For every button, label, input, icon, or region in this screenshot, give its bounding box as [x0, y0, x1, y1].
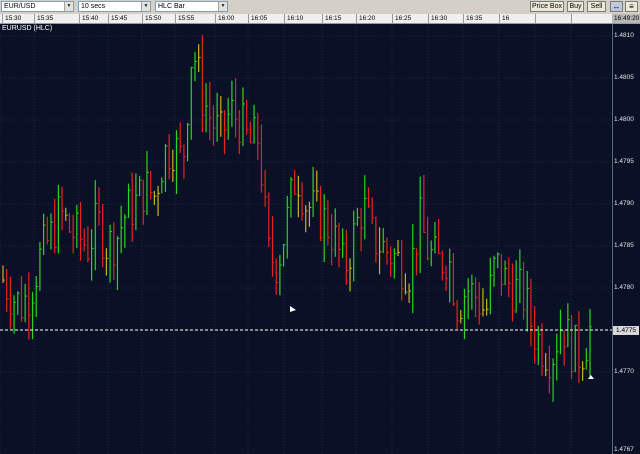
symbol-value: EUR/USD: [4, 3, 36, 10]
time-tick: 15:35: [34, 14, 53, 23]
price-tick: 1.4805: [614, 74, 634, 81]
chart-type-select[interactable]: HLC Bar ▼: [155, 1, 228, 12]
time-tick: [571, 14, 574, 23]
price-chart[interactable]: [0, 24, 640, 454]
price-tick: 1.4790: [614, 200, 634, 207]
time-tick: 16:35: [463, 14, 482, 23]
price-tick: 1.4770: [614, 368, 634, 375]
chevron-down-icon[interactable]: ▼: [141, 2, 150, 11]
price-tick: 1.4780: [614, 284, 634, 291]
symbol-select[interactable]: EUR/USD ▼: [1, 1, 74, 12]
time-tick: 15:50: [142, 14, 161, 23]
time-tick: 16:05: [248, 14, 267, 23]
price-tick: 1.4795: [614, 158, 634, 165]
time-axis: 15:30 15:35 15:40 15:45 15:50 15:55 16:0…: [0, 14, 640, 24]
time-tick: 15:55: [175, 14, 194, 23]
chevron-down-icon[interactable]: ▼: [64, 2, 73, 11]
last-price-label: 1.4775: [613, 325, 639, 335]
time-tick: 16:25: [392, 14, 411, 23]
arrow-icon[interactable]: ↔: [610, 1, 623, 12]
time-tick: [535, 14, 538, 23]
time-tick: 15:45: [108, 14, 127, 23]
time-tick: 16:00: [215, 14, 234, 23]
interval-value: 10 secs: [81, 3, 106, 10]
time-tick: 16: [499, 14, 509, 23]
time-tick: 16:30: [428, 14, 447, 23]
time-tick: 15:40: [79, 14, 98, 23]
price-box-button[interactable]: Price Box: [530, 1, 564, 12]
price-tick: 1.4810: [614, 32, 634, 39]
trade-marker-icon: [290, 306, 296, 312]
chart-background: [0, 24, 612, 454]
options-icon[interactable]: ≡: [625, 1, 638, 12]
time-tick: 15:30: [2, 14, 21, 23]
price-axis: [612, 24, 640, 454]
time-tick: 16:20: [356, 14, 375, 23]
chart-type-value: HLC Bar: [158, 3, 185, 10]
chart-title: EURUSD (HLC): [2, 25, 53, 32]
interval-select[interactable]: 10 secs ▼: [78, 1, 151, 12]
sell-button[interactable]: Sell: [587, 1, 606, 12]
last-price-marker-icon: [588, 375, 594, 379]
price-tick: 1.4767: [614, 446, 634, 453]
time-tick: 16:10: [284, 14, 303, 23]
time-tick: 16:15: [322, 14, 341, 23]
price-tick: 1.4785: [614, 242, 634, 249]
price-tick: 1.4800: [614, 116, 634, 123]
current-time-tick: 16:49:20: [612, 14, 640, 23]
chart-toolbar: EUR/USD ▼ 10 secs ▼ HLC Bar ▼ Price Box …: [0, 0, 640, 15]
buy-button[interactable]: Buy: [567, 1, 584, 12]
chevron-down-icon[interactable]: ▼: [218, 2, 227, 11]
